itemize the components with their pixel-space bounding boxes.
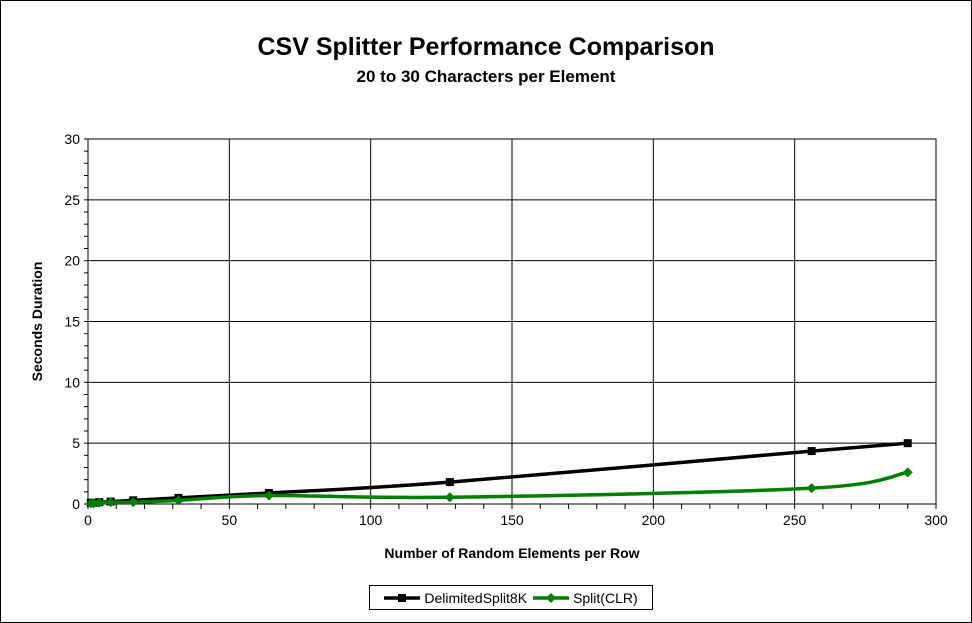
y-tick-label: 15 <box>64 314 80 330</box>
y-tick-label: 30 <box>64 131 80 147</box>
data-point <box>105 497 116 508</box>
data-point <box>806 483 817 494</box>
legend-swatch <box>384 593 421 602</box>
data-point <box>445 478 454 487</box>
legend-swatch <box>533 592 570 603</box>
data-point <box>128 497 139 508</box>
legend-item: DelimitedSplit8K <box>384 590 527 606</box>
legend: DelimitedSplit8K Split(CLR) <box>369 585 653 610</box>
y-tick-label: 20 <box>64 253 80 269</box>
y-axis-label: Seconds Duration <box>29 262 45 382</box>
data-point <box>94 497 105 508</box>
x-tick-label: 150 <box>500 512 524 528</box>
chart-subtitle: 20 to 30 Characters per Element <box>356 67 616 86</box>
y-tick-label: 25 <box>64 192 80 208</box>
data-point <box>444 492 455 503</box>
x-tick-label: 100 <box>359 512 383 528</box>
x-tick-label: 50 <box>222 512 238 528</box>
data-point <box>263 490 274 501</box>
data-point <box>807 447 816 456</box>
data-point <box>88 498 99 509</box>
data-point <box>173 495 184 506</box>
y-tick-label: 5 <box>72 435 80 451</box>
legend-label: DelimitedSplit8K <box>424 589 528 606</box>
x-axis-label: Number of Random Elements per Row <box>384 545 639 561</box>
x-tick-label: 0 <box>84 512 92 528</box>
y-tick-label: 0 <box>72 496 80 512</box>
x-tick-label: 200 <box>642 512 666 528</box>
legend-label: Split(CLR) <box>573 589 638 606</box>
data-point <box>902 467 913 478</box>
legend-item: Split(CLR) <box>533 590 638 606</box>
chart-title: CSV Splitter Performance Comparison <box>257 33 715 61</box>
x-tick-label: 250 <box>783 512 807 528</box>
data-point <box>903 439 912 448</box>
y-tick-label: 10 <box>64 374 80 390</box>
x-tick-label: 300 <box>924 512 948 528</box>
